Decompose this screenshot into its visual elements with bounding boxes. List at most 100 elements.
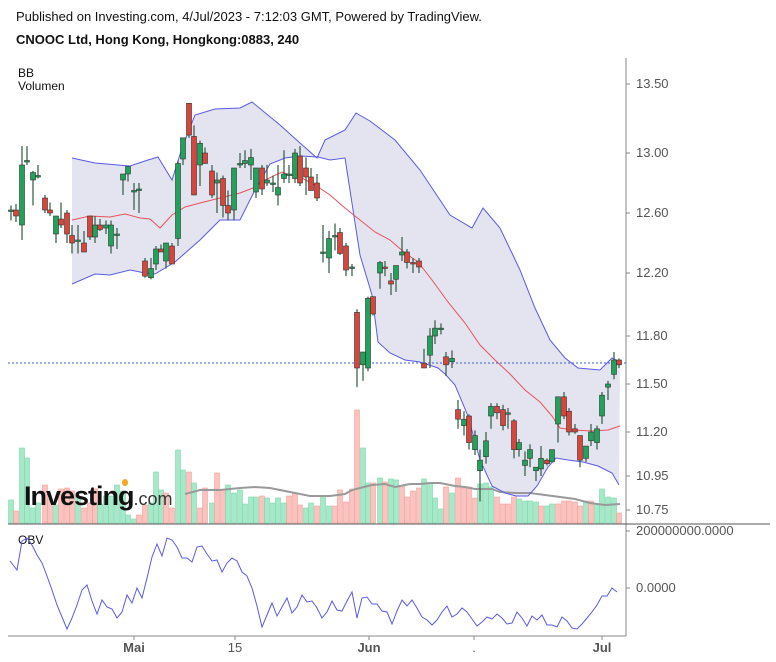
candle-body bbox=[209, 170, 215, 196]
candle-body bbox=[410, 262, 416, 265]
y-tick-label: 11.20 bbox=[636, 424, 668, 439]
volume-bar bbox=[281, 502, 287, 524]
volume-bar bbox=[286, 495, 292, 524]
candle-body bbox=[527, 449, 533, 459]
volume-bar bbox=[242, 503, 248, 524]
volume-bar bbox=[538, 505, 544, 524]
candle-body bbox=[169, 245, 175, 265]
candle-body bbox=[148, 268, 154, 279]
candle-body bbox=[253, 167, 259, 193]
candle-body bbox=[605, 383, 611, 388]
candle-body bbox=[242, 160, 248, 164]
candle-body bbox=[516, 442, 522, 450]
volume-bar bbox=[505, 503, 511, 524]
candle-body bbox=[611, 359, 617, 375]
volume-bar bbox=[566, 500, 572, 524]
candle-body bbox=[175, 163, 181, 239]
symbol-title: CNOOC Ltd, Hong Kong, Hongkong:0883, 240 bbox=[16, 32, 300, 47]
volume-bar bbox=[136, 514, 142, 524]
volume-bar bbox=[577, 505, 583, 524]
y-tick-label: 12.20 bbox=[636, 265, 669, 280]
candle-body bbox=[572, 428, 578, 433]
candle-body bbox=[191, 136, 197, 196]
volume-bar bbox=[320, 495, 326, 524]
candle-body bbox=[108, 224, 114, 247]
volume-bar bbox=[527, 500, 533, 524]
candle-body bbox=[308, 176, 314, 191]
volume-bar bbox=[202, 487, 208, 524]
volume-bar bbox=[416, 487, 422, 524]
candle-body bbox=[158, 248, 164, 253]
candle-body bbox=[449, 358, 455, 362]
volume-bar bbox=[349, 488, 355, 524]
volume-bar bbox=[108, 495, 114, 524]
candle-body bbox=[275, 187, 281, 196]
candle-body bbox=[583, 445, 589, 459]
volume-bar bbox=[314, 505, 320, 524]
volume-bar bbox=[209, 502, 215, 524]
candle-body bbox=[220, 178, 226, 206]
candle-body bbox=[549, 449, 555, 463]
volume-bar bbox=[186, 471, 192, 524]
volume-bar bbox=[583, 500, 589, 524]
candle-body bbox=[382, 266, 388, 269]
candle-body bbox=[163, 242, 169, 262]
volume-bar bbox=[555, 503, 561, 524]
volume-bar bbox=[264, 497, 270, 524]
candle-body bbox=[136, 188, 142, 191]
obv-tick-label: 0.0000 bbox=[636, 580, 676, 595]
candle-body bbox=[19, 164, 25, 226]
volume-bar bbox=[472, 497, 478, 524]
candle-body bbox=[120, 173, 126, 181]
volume-bar bbox=[594, 503, 600, 524]
candle-body bbox=[153, 248, 159, 265]
candle-body bbox=[8, 209, 14, 212]
volume-bar bbox=[449, 492, 455, 524]
obv-tick-label: 200000000.0000 bbox=[636, 523, 734, 538]
candle-body bbox=[432, 327, 438, 337]
volume-bar bbox=[421, 478, 427, 524]
candle-body bbox=[343, 245, 349, 271]
volume-bar bbox=[47, 498, 53, 524]
y-tick-label: 12.60 bbox=[636, 205, 669, 220]
volume-bar bbox=[214, 472, 220, 524]
candle-body bbox=[332, 235, 338, 238]
candle-body bbox=[180, 137, 186, 160]
candle-body bbox=[599, 394, 605, 417]
volume-bar bbox=[438, 508, 444, 524]
logo-text: Investing bbox=[24, 481, 135, 511]
candle-body bbox=[354, 312, 360, 369]
volume-bar bbox=[561, 500, 567, 524]
candle-body bbox=[75, 239, 81, 242]
candle-body bbox=[477, 459, 483, 472]
candle-body bbox=[30, 172, 36, 181]
candle-body bbox=[87, 215, 93, 238]
volume-bar bbox=[163, 492, 169, 524]
candle-body bbox=[24, 160, 30, 163]
y-tick-label: 11.50 bbox=[636, 376, 668, 391]
bb-legend: BB bbox=[18, 66, 35, 80]
candle-body bbox=[377, 262, 383, 274]
volume-bar bbox=[466, 486, 472, 524]
candle-body bbox=[53, 215, 59, 235]
volume-bar bbox=[343, 501, 349, 524]
volume-bar bbox=[259, 495, 265, 524]
volume-bar bbox=[75, 495, 81, 524]
volume-bar bbox=[114, 484, 120, 524]
x-tick-label: . bbox=[472, 640, 476, 655]
candle-body bbox=[427, 335, 433, 356]
candle-body bbox=[225, 205, 231, 214]
volume-bar bbox=[522, 500, 528, 524]
candle-body bbox=[472, 435, 478, 450]
volume-bar bbox=[516, 498, 522, 524]
candle-body bbox=[500, 409, 506, 426]
volume-bar bbox=[24, 457, 30, 524]
volume-bar bbox=[326, 505, 332, 524]
logo-dot-icon bbox=[122, 479, 128, 486]
candle-body bbox=[594, 428, 600, 443]
candle-body bbox=[47, 209, 53, 214]
volume-bar bbox=[616, 512, 622, 524]
volume-bar bbox=[81, 507, 87, 524]
volume-bar bbox=[461, 487, 467, 524]
